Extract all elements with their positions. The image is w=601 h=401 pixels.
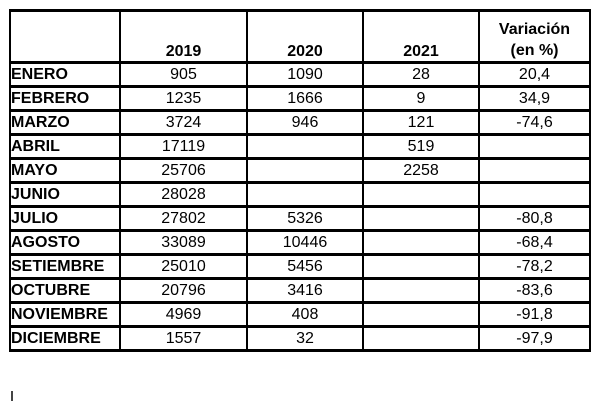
value-2021: [362, 205, 480, 232]
value-2019: 33089: [119, 229, 248, 256]
variation-header-line1: Variación: [498, 21, 571, 38]
value-2020: [246, 133, 364, 160]
table-row-julio: JULIO 27802 5326 -80,8: [9, 205, 591, 232]
month-label: MARZO: [9, 109, 121, 136]
value-2021: [362, 325, 480, 352]
month-label: AGOSTO: [9, 229, 121, 256]
corner-empty-cell: [9, 9, 121, 64]
month-label: NOVIEMBRE: [9, 301, 121, 328]
value-2020: 1666: [246, 85, 364, 112]
header-row: 2019 2020 2021 Variación (en %): [9, 9, 591, 64]
value-2021: 2258: [362, 157, 480, 184]
table-row-noviembre: NOVIEMBRE 4969 408 -91,8: [9, 301, 591, 328]
month-label: MAYO: [9, 157, 121, 184]
table-row-enero: ENERO 905 1090 28 20,4: [9, 61, 591, 88]
value-2021: [362, 229, 480, 256]
value-2019: 1235: [119, 85, 248, 112]
variation-header-line2: (en %): [510, 42, 559, 59]
column-header-2020: 2020: [246, 9, 364, 64]
value-2019: 4969: [119, 301, 248, 328]
value-variation: -83,6: [478, 277, 591, 304]
table-row-junio: JUNIO 28028: [9, 181, 591, 208]
value-2021: 28: [362, 61, 480, 88]
value-2019: 28028: [119, 181, 248, 208]
table-row-diciembre: DICIEMBRE 1557 32 -97,9: [9, 325, 591, 352]
table-row-febrero: FEBRERO 1235 1666 9 34,9: [9, 85, 591, 112]
value-2020: 408: [246, 301, 364, 328]
column-header-variation: Variación (en %): [478, 9, 591, 64]
value-2019: 17119: [119, 133, 248, 160]
table-row-abril: ABRIL 17119 519: [9, 133, 591, 160]
month-label: OCTUBRE: [9, 277, 121, 304]
value-variation: -74,6: [478, 109, 591, 136]
monthly-values-table: 2019 2020 2021 Variación (en %) ENERO 90…: [9, 9, 591, 352]
value-2020: 32: [246, 325, 364, 352]
value-2021: [362, 301, 480, 328]
value-2019: 3724: [119, 109, 248, 136]
value-2020: [246, 157, 364, 184]
value-2019: 1557: [119, 325, 248, 352]
value-2019: 27802: [119, 205, 248, 232]
value-2020: 1090: [246, 61, 364, 88]
value-2020: 5326: [246, 205, 364, 232]
value-variation: -80,8: [478, 205, 591, 232]
value-2019: 25010: [119, 253, 248, 280]
value-2020: 3416: [246, 277, 364, 304]
value-2021: [362, 277, 480, 304]
value-variation: [478, 157, 591, 184]
value-2021: 121: [362, 109, 480, 136]
value-2019: 905: [119, 61, 248, 88]
value-2020: [246, 181, 364, 208]
value-variation: -91,8: [478, 301, 591, 328]
column-header-2021: 2021: [362, 9, 480, 64]
value-variation: -78,2: [478, 253, 591, 280]
month-label: JULIO: [9, 205, 121, 232]
month-label: ENERO: [9, 61, 121, 88]
month-label: JUNIO: [9, 181, 121, 208]
value-2020: 946: [246, 109, 364, 136]
table-row-setiembre: SETIEMBRE 25010 5456 -78,2: [9, 253, 591, 280]
value-2020: 10446: [246, 229, 364, 256]
value-2021: 9: [362, 85, 480, 112]
value-2019: 20796: [119, 277, 248, 304]
value-variation: -97,9: [478, 325, 591, 352]
value-2021: 519: [362, 133, 480, 160]
column-header-2019: 2019: [119, 9, 248, 64]
value-variation: 34,9: [478, 85, 591, 112]
value-variation: [478, 181, 591, 208]
table-row-marzo: MARZO 3724 946 121 -74,6: [9, 109, 591, 136]
value-2021: [362, 253, 480, 280]
month-label: FEBRERO: [9, 85, 121, 112]
value-2019: 25706: [119, 157, 248, 184]
stray-cursor-mark: [11, 391, 13, 401]
month-label: DICIEMBRE: [9, 325, 121, 352]
table-row-mayo: MAYO 25706 2258: [9, 157, 591, 184]
month-label: SETIEMBRE: [9, 253, 121, 280]
month-label: ABRIL: [9, 133, 121, 160]
value-2020: 5456: [246, 253, 364, 280]
value-variation: 20,4: [478, 61, 591, 88]
value-variation: [478, 133, 591, 160]
value-2021: [362, 181, 480, 208]
value-variation: -68,4: [478, 229, 591, 256]
table-row-agosto: AGOSTO 33089 10446 -68,4: [9, 229, 591, 256]
table-row-octubre: OCTUBRE 20796 3416 -83,6: [9, 277, 591, 304]
